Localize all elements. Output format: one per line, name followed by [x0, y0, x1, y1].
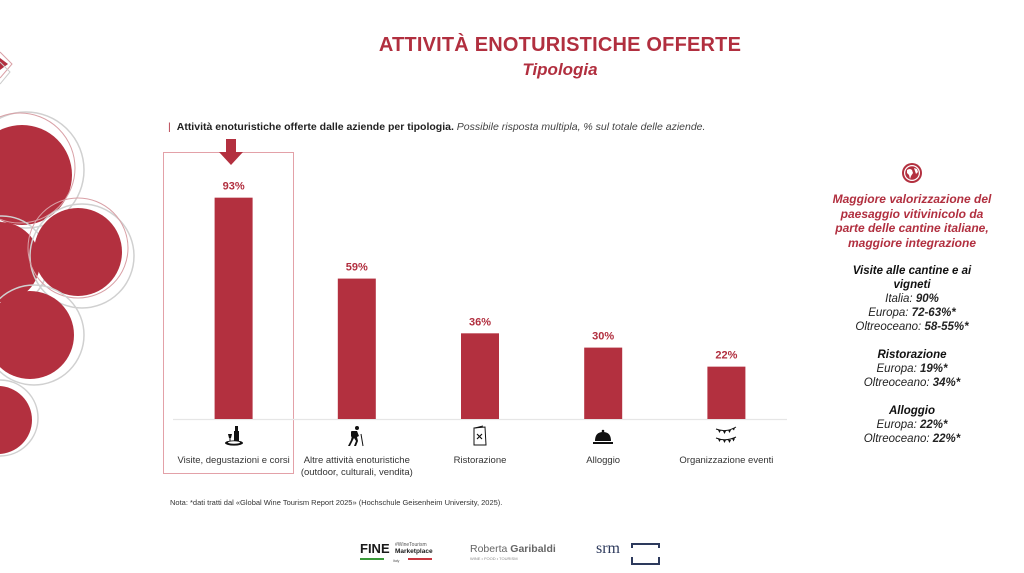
- bar-value-label: 59%: [346, 262, 368, 274]
- page-subtitle: Tipologia: [522, 60, 598, 79]
- down-arrow-icon: [219, 139, 243, 165]
- svg-text:Roberta Garibaldi: Roberta Garibaldi: [470, 543, 556, 555]
- stat-block-ristorazione: Ristorazione Europa: 19%* Oltreoceano: 3…: [808, 348, 1016, 390]
- hiking-icon: [345, 424, 369, 448]
- grape-berry: [0, 284, 85, 386]
- stat-value: 19%*: [919, 363, 948, 375]
- stat-row: Europa: 72-63%*: [808, 306, 1016, 320]
- category-label-line: (outdoor, culturali, vendita): [300, 467, 413, 478]
- insight-line: maggiore integrazione: [847, 235, 977, 250]
- stat-row: Oltreoceano: 34%*: [808, 376, 1016, 390]
- insight-line: Maggiore valorizzazione del: [832, 192, 992, 206]
- insight-highlight: Maggiore valorizzazione del paesaggio vi…: [808, 192, 1016, 250]
- chart-description: | Attività enoturistiche offerte dalle az…: [168, 121, 705, 133]
- stat-block-visite: Visite alle cantine e ai vigneti Italia:…: [808, 264, 1016, 334]
- stat-row: Italia: 90%: [808, 292, 1016, 306]
- stat-label: Oltreoceano:: [863, 377, 933, 389]
- logo-text: FINE: [360, 541, 390, 556]
- stat-title: vigneti: [893, 279, 931, 291]
- logo-text: Roberta: [470, 543, 510, 555]
- stat-value: 90%: [915, 293, 939, 305]
- bar-value-label: 22%: [715, 350, 737, 362]
- menu-icon: [468, 424, 492, 448]
- stat-title: Alloggio: [889, 405, 935, 417]
- grape-berry: [0, 379, 39, 457]
- bar-value-label: 36%: [469, 316, 491, 328]
- bar: [707, 366, 746, 419]
- srm-logo: srm: [596, 538, 666, 573]
- chart-description-note: Possibile risposta multipla, % sul total…: [456, 121, 706, 133]
- grape-berry: [0, 111, 85, 229]
- bar-value-label: 93%: [223, 181, 245, 193]
- stat-row: Oltreoceano: 22%*: [808, 432, 1016, 446]
- grape-cluster-decoration: [0, 51, 135, 457]
- insight-line: parte delle cantine italiane,: [835, 221, 989, 235]
- category-label-line: Ristorazione: [453, 455, 507, 466]
- stat-label: Europa:: [876, 363, 920, 375]
- insight-panel: Maggiore valorizzazione del paesaggio vi…: [808, 162, 1016, 446]
- stat-label: Europa:: [876, 419, 920, 431]
- stat-title: Ristorazione: [877, 349, 947, 361]
- category-label-line: Organizzazione eventi: [679, 455, 774, 466]
- grape-berry: [27, 197, 135, 309]
- stat-value: 22%*: [919, 419, 948, 431]
- chart-description-title: Attività enoturistiche offerte dalle azi…: [176, 121, 454, 133]
- stat-title: Visite alle cantine e ai: [852, 265, 972, 277]
- category-label: Alloggio: [528, 455, 678, 467]
- category-label-line: Alloggio: [586, 455, 621, 466]
- category-label: Ristorazione: [405, 455, 555, 467]
- footnote: Nota: *dati tratti dal «Global Wine Tour…: [170, 498, 503, 507]
- globe-icon: [902, 163, 922, 183]
- stat-row: Europa: 22%*: [808, 418, 1016, 432]
- bar-value-label: 30%: [592, 331, 614, 343]
- stat-value: 22%*: [932, 433, 961, 445]
- service-bell-icon: [591, 424, 615, 448]
- stat-label: Italia:: [885, 293, 916, 305]
- stat-value: 34%*: [932, 377, 961, 389]
- bunting-icon: [714, 424, 738, 448]
- roberta-garibaldi-logo: Roberta Garibaldi WINE • FOOD • TOURISM: [470, 541, 570, 568]
- leaf-shape: [0, 51, 13, 85]
- category-label: Altre attività enoturistiche (outdoor, cu…: [282, 455, 432, 479]
- bar: [461, 333, 499, 419]
- stat-value: 58-55%*: [924, 321, 969, 333]
- category-label-line: Visite, degustazioni e corsi: [177, 455, 290, 466]
- logo-text: Italy: [393, 559, 400, 563]
- stat-label: Oltreoceano:: [863, 433, 933, 445]
- fine-marketplace-logo: FINE #WineTourism Marketplace Italy: [360, 540, 440, 571]
- page-title: ATTIVITÀ ENOTURISTICHE OFFERTE: [378, 34, 742, 56]
- bar: [584, 347, 623, 419]
- accent-bar-mark: |: [168, 121, 171, 133]
- stat-value: 72-63%*: [911, 307, 956, 319]
- category-label: Visite, degustazioni e corsi: [159, 455, 309, 467]
- bar: [337, 278, 376, 419]
- logo-text: Garibaldi: [510, 543, 556, 555]
- category-label: Organizzazione eventi: [651, 455, 801, 467]
- insight-line: paesaggio vitivinicolo da: [840, 206, 984, 221]
- logo-text: Marketplace: [395, 548, 433, 555]
- logo-text: srm: [596, 540, 621, 557]
- stat-row: Europa: 19%*: [808, 362, 1016, 376]
- wine-tasting-icon: [222, 424, 246, 448]
- logo-text: #WineTourism: [395, 542, 427, 548]
- category-label-line: Altre attività enoturistiche: [303, 455, 410, 466]
- bar: [214, 197, 253, 419]
- stat-row: Oltreoceano: 58-55%*: [808, 320, 1016, 334]
- stat-block-alloggio: Alloggio Europa: 22%* Oltreoceano: 22%*: [808, 404, 1016, 446]
- logo-text: WINE • FOOD • TOURISM: [470, 556, 518, 561]
- stat-label: Oltreoceano:: [855, 321, 925, 333]
- stat-label: Europa:: [868, 307, 912, 319]
